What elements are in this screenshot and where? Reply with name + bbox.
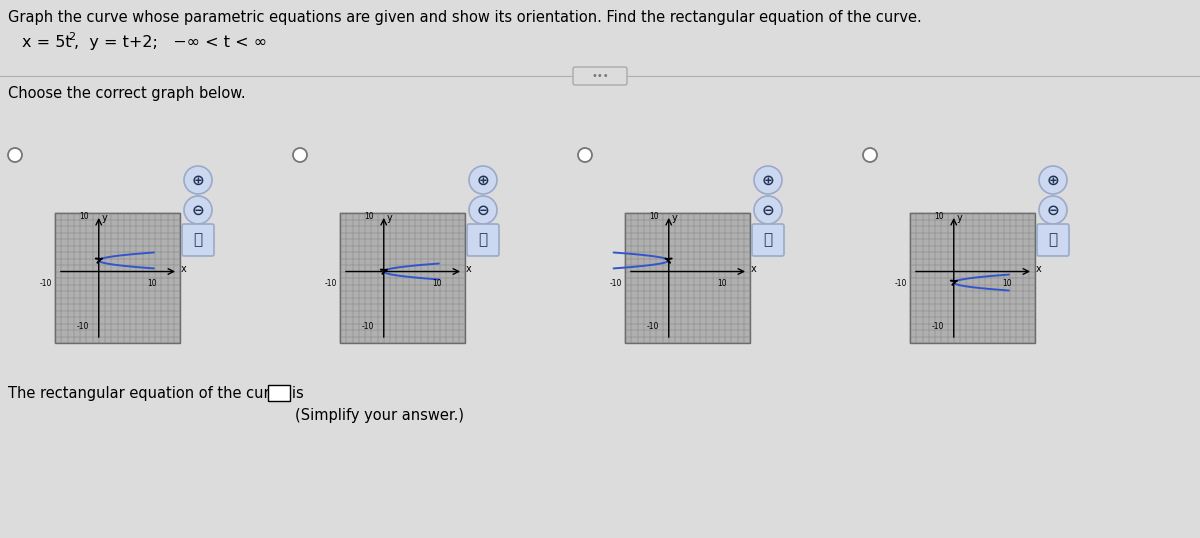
Text: -10: -10 <box>894 279 907 287</box>
FancyBboxPatch shape <box>182 224 214 256</box>
Text: 10: 10 <box>364 212 373 221</box>
Text: 2: 2 <box>68 32 76 42</box>
Text: x: x <box>181 264 187 273</box>
Text: ⊖: ⊖ <box>476 202 490 217</box>
Text: ⊕: ⊕ <box>192 173 204 188</box>
Circle shape <box>754 166 782 194</box>
FancyBboxPatch shape <box>467 224 499 256</box>
Text: ⊖: ⊖ <box>192 202 204 217</box>
Text: -10: -10 <box>324 279 337 287</box>
Circle shape <box>184 166 212 194</box>
Text: -10: -10 <box>647 322 659 331</box>
Text: y: y <box>386 213 392 223</box>
Text: ⧉: ⧉ <box>763 232 773 247</box>
Text: -10: -10 <box>931 322 943 331</box>
Text: y: y <box>956 213 962 223</box>
Text: 10: 10 <box>148 279 157 287</box>
Text: ⧉: ⧉ <box>479 232 487 247</box>
Bar <box>625 213 750 343</box>
Text: 10: 10 <box>79 212 89 221</box>
Text: -10: -10 <box>77 322 89 331</box>
Bar <box>268 385 290 401</box>
Circle shape <box>754 196 782 224</box>
Text: •••: ••• <box>592 71 608 81</box>
FancyBboxPatch shape <box>574 67 628 85</box>
Circle shape <box>8 148 22 162</box>
Text: The rectangular equation of the curve is: The rectangular equation of the curve is <box>8 386 304 401</box>
Bar <box>55 213 180 343</box>
Text: 10: 10 <box>649 212 659 221</box>
Text: x = 5t: x = 5t <box>22 35 72 50</box>
Text: ⧉: ⧉ <box>193 232 203 247</box>
Text: ⊕: ⊕ <box>476 173 490 188</box>
Text: (Simplify your answer.): (Simplify your answer.) <box>295 408 464 423</box>
Circle shape <box>469 196 497 224</box>
Text: y: y <box>672 213 678 223</box>
Circle shape <box>1039 166 1067 194</box>
Text: y: y <box>102 213 108 223</box>
Text: Choose the correct graph below.: Choose the correct graph below. <box>8 86 246 101</box>
Bar <box>340 213 466 343</box>
Circle shape <box>293 148 307 162</box>
Circle shape <box>578 148 592 162</box>
Text: x: x <box>1036 264 1042 273</box>
Circle shape <box>1039 196 1067 224</box>
Text: ⊕: ⊕ <box>1046 173 1060 188</box>
Text: 10: 10 <box>1002 279 1012 287</box>
Text: ⊕: ⊕ <box>762 173 774 188</box>
Text: Graph the curve whose parametric equations are given and show its orientation. F: Graph the curve whose parametric equatio… <box>8 10 922 25</box>
FancyBboxPatch shape <box>752 224 784 256</box>
Text: ⧉: ⧉ <box>1049 232 1057 247</box>
Circle shape <box>469 166 497 194</box>
Text: 10: 10 <box>432 279 442 287</box>
Text: -10: -10 <box>361 322 373 331</box>
Circle shape <box>184 196 212 224</box>
Circle shape <box>863 148 877 162</box>
Text: 10: 10 <box>934 212 943 221</box>
Bar <box>910 213 1034 343</box>
Text: 10: 10 <box>718 279 727 287</box>
Text: ⊖: ⊖ <box>762 202 774 217</box>
Text: x: x <box>466 264 472 273</box>
Text: -10: -10 <box>610 279 622 287</box>
Text: ,  y = t+2;   −∞ < t < ∞: , y = t+2; −∞ < t < ∞ <box>74 35 268 50</box>
Text: x: x <box>751 264 757 273</box>
Text: -10: -10 <box>40 279 52 287</box>
FancyBboxPatch shape <box>1037 224 1069 256</box>
Text: ⊖: ⊖ <box>1046 202 1060 217</box>
